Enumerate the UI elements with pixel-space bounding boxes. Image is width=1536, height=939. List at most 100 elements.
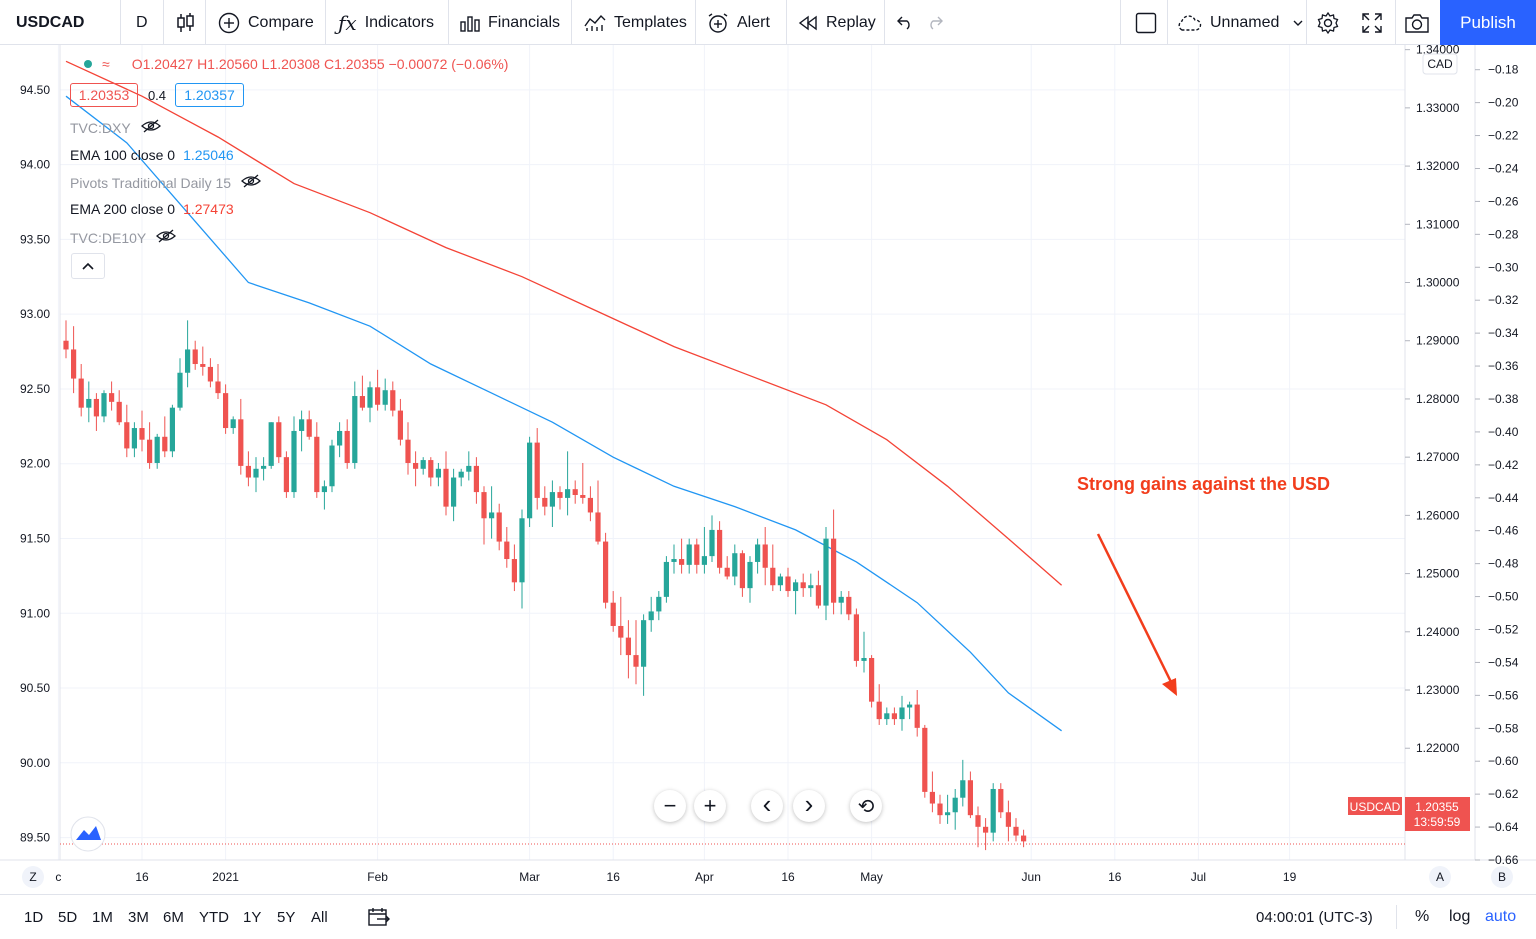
- right-axis-tick: 1.26000: [1416, 508, 1460, 522]
- study-legend-ema100[interactable]: EMA 100 close 0 1.25046: [70, 147, 234, 163]
- eye-crossed-icon[interactable]: [156, 229, 177, 246]
- left-axis-tick: 93.00: [20, 307, 50, 321]
- sell-price-button[interactable]: 1.20353: [70, 83, 138, 107]
- scroll-right-button[interactable]: ›: [793, 790, 825, 822]
- range-button-all[interactable]: All: [311, 908, 328, 926]
- left-axis-tick: 94.00: [20, 158, 50, 172]
- collapse-legend-button[interactable]: [71, 253, 105, 279]
- range-button-1d[interactable]: 1D: [24, 908, 44, 926]
- eye-crossed-icon[interactable]: [241, 174, 262, 191]
- tradingview-logo-icon[interactable]: [70, 816, 106, 852]
- zoom-out-button[interactable]: −: [654, 790, 686, 822]
- left-axis-tick: 89.50: [20, 831, 50, 845]
- auto-scale-toggle[interactable]: auto: [1485, 895, 1516, 939]
- clock-label: 04:00:01 (UTC-3): [1256, 908, 1373, 926]
- candle-body: [511, 559, 517, 583]
- study-legend-ema200[interactable]: EMA 200 close 0 1.27473: [70, 201, 234, 217]
- timezone-button[interactable]: Z: [22, 866, 44, 888]
- publish-button[interactable]: Publish: [1440, 0, 1536, 45]
- ask-price: 1.20357: [184, 87, 235, 103]
- candle-body: [922, 727, 928, 792]
- candle-body: [770, 567, 776, 586]
- chart-canvas[interactable]: 94.50 94.00 93.50 93.00 92.50 92.00 91.50 91.00…: [0, 45, 1536, 894]
- reset-chart-button[interactable]: ⟲: [850, 790, 882, 822]
- alert-button[interactable]: Alert: [707, 0, 770, 45]
- layout-menu-button[interactable]: Unnamed: [1176, 0, 1303, 45]
- symbol-label: USDCAD: [16, 13, 85, 31]
- percent-scale-toggle[interactable]: %: [1415, 895, 1429, 939]
- fullscreen-toggle-button[interactable]: [1135, 0, 1157, 45]
- study-legend-pivots[interactable]: Pivots Traditional Daily 15: [70, 174, 262, 191]
- redo-button[interactable]: [927, 0, 945, 45]
- expand-button[interactable]: [1361, 0, 1383, 45]
- replay-label: Replay: [826, 13, 876, 31]
- far-right-axis-tick: −0.60: [1488, 754, 1519, 768]
- a-label: A: [1436, 870, 1444, 884]
- study-label: EMA 200 close 0: [70, 201, 176, 217]
- scale-a-button[interactable]: A: [1429, 866, 1451, 888]
- toolbar-divider: [695, 0, 696, 45]
- time-axis-tick: Jun: [1022, 870, 1041, 884]
- compare-button[interactable]: Compare: [218, 0, 314, 45]
- candle-body: [63, 340, 69, 350]
- settings-button[interactable]: [1316, 0, 1340, 45]
- chevron-left-icon: ‹: [762, 789, 772, 819]
- right-axis-tick: 1.24000: [1416, 625, 1460, 639]
- scroll-left-button[interactable]: ‹: [751, 790, 783, 822]
- spread-label: 0.4: [144, 83, 170, 107]
- candle-body: [899, 707, 905, 720]
- undo-button[interactable]: [895, 0, 913, 45]
- candle-body: [565, 489, 571, 498]
- candle-body: [983, 826, 989, 833]
- candle-body: [420, 460, 426, 469]
- range-button-ytd[interactable]: YTD: [199, 908, 229, 926]
- far-right-axis-tick: −0.56: [1488, 688, 1519, 702]
- ema100-line: [65, 95, 1062, 732]
- buy-price-button[interactable]: 1.20357: [175, 83, 244, 107]
- goto-date-button[interactable]: [368, 895, 390, 939]
- candle-body: [71, 349, 77, 379]
- symbol-search-button[interactable]: USDCAD: [16, 0, 84, 45]
- alarm-clock-icon: [707, 12, 729, 34]
- eye-crossed-icon[interactable]: [140, 119, 161, 136]
- last-price-tags: USDCAD 1.20355 13:59:59: [1348, 797, 1470, 831]
- scale-b-button[interactable]: B: [1491, 866, 1513, 888]
- candle-body: [846, 596, 852, 615]
- range-button-6m[interactable]: 6M: [163, 908, 184, 926]
- indicators-button[interactable]: ƒx Indicators: [338, 0, 434, 45]
- top-toolbar: USDCAD D Compare ƒx Indicators Financial…: [0, 0, 1536, 45]
- study-legend-de10y[interactable]: TVC:DE10Y: [70, 229, 177, 246]
- interval-button[interactable]: D: [136, 0, 148, 45]
- timezone-clock[interactable]: 04:00:01 (UTC-3): [1256, 895, 1373, 939]
- replay-button[interactable]: Replay: [798, 0, 876, 45]
- auto-label: auto: [1485, 908, 1517, 925]
- candle-body: [747, 561, 753, 589]
- templates-button[interactable]: Templates: [584, 0, 687, 45]
- candle-body: [169, 407, 175, 452]
- candle-body: [937, 803, 943, 816]
- candle-body: [131, 428, 137, 449]
- range-button-1m[interactable]: 1M: [92, 908, 113, 926]
- candle-body: [230, 419, 236, 429]
- candle-body: [732, 553, 738, 577]
- range-button-3m[interactable]: 3M: [128, 908, 149, 926]
- currency-label: CAD: [1427, 57, 1453, 71]
- candle-body: [147, 439, 153, 463]
- range-button-1y[interactable]: 1Y: [243, 908, 262, 926]
- financials-button[interactable]: Financials: [460, 0, 560, 45]
- candle-body: [116, 401, 122, 423]
- candle-body: [1021, 835, 1027, 842]
- range-button-5y[interactable]: 5Y: [277, 908, 296, 926]
- zoom-in-button[interactable]: +: [694, 790, 726, 822]
- candle-body: [154, 436, 160, 463]
- far-right-axis-tick: −0.64: [1488, 820, 1519, 834]
- chart-style-button[interactable]: [176, 0, 196, 45]
- study-legend-dxy[interactable]: TVC:DXY: [70, 119, 161, 136]
- snapshot-button[interactable]: [1404, 0, 1430, 45]
- candle-body: [306, 419, 312, 437]
- annotation-arrow-head: [1162, 678, 1177, 696]
- range-button-5d[interactable]: 5D: [58, 908, 78, 926]
- candle-body: [375, 387, 381, 405]
- log-scale-toggle[interactable]: log: [1449, 895, 1470, 939]
- candle-body: [838, 596, 844, 603]
